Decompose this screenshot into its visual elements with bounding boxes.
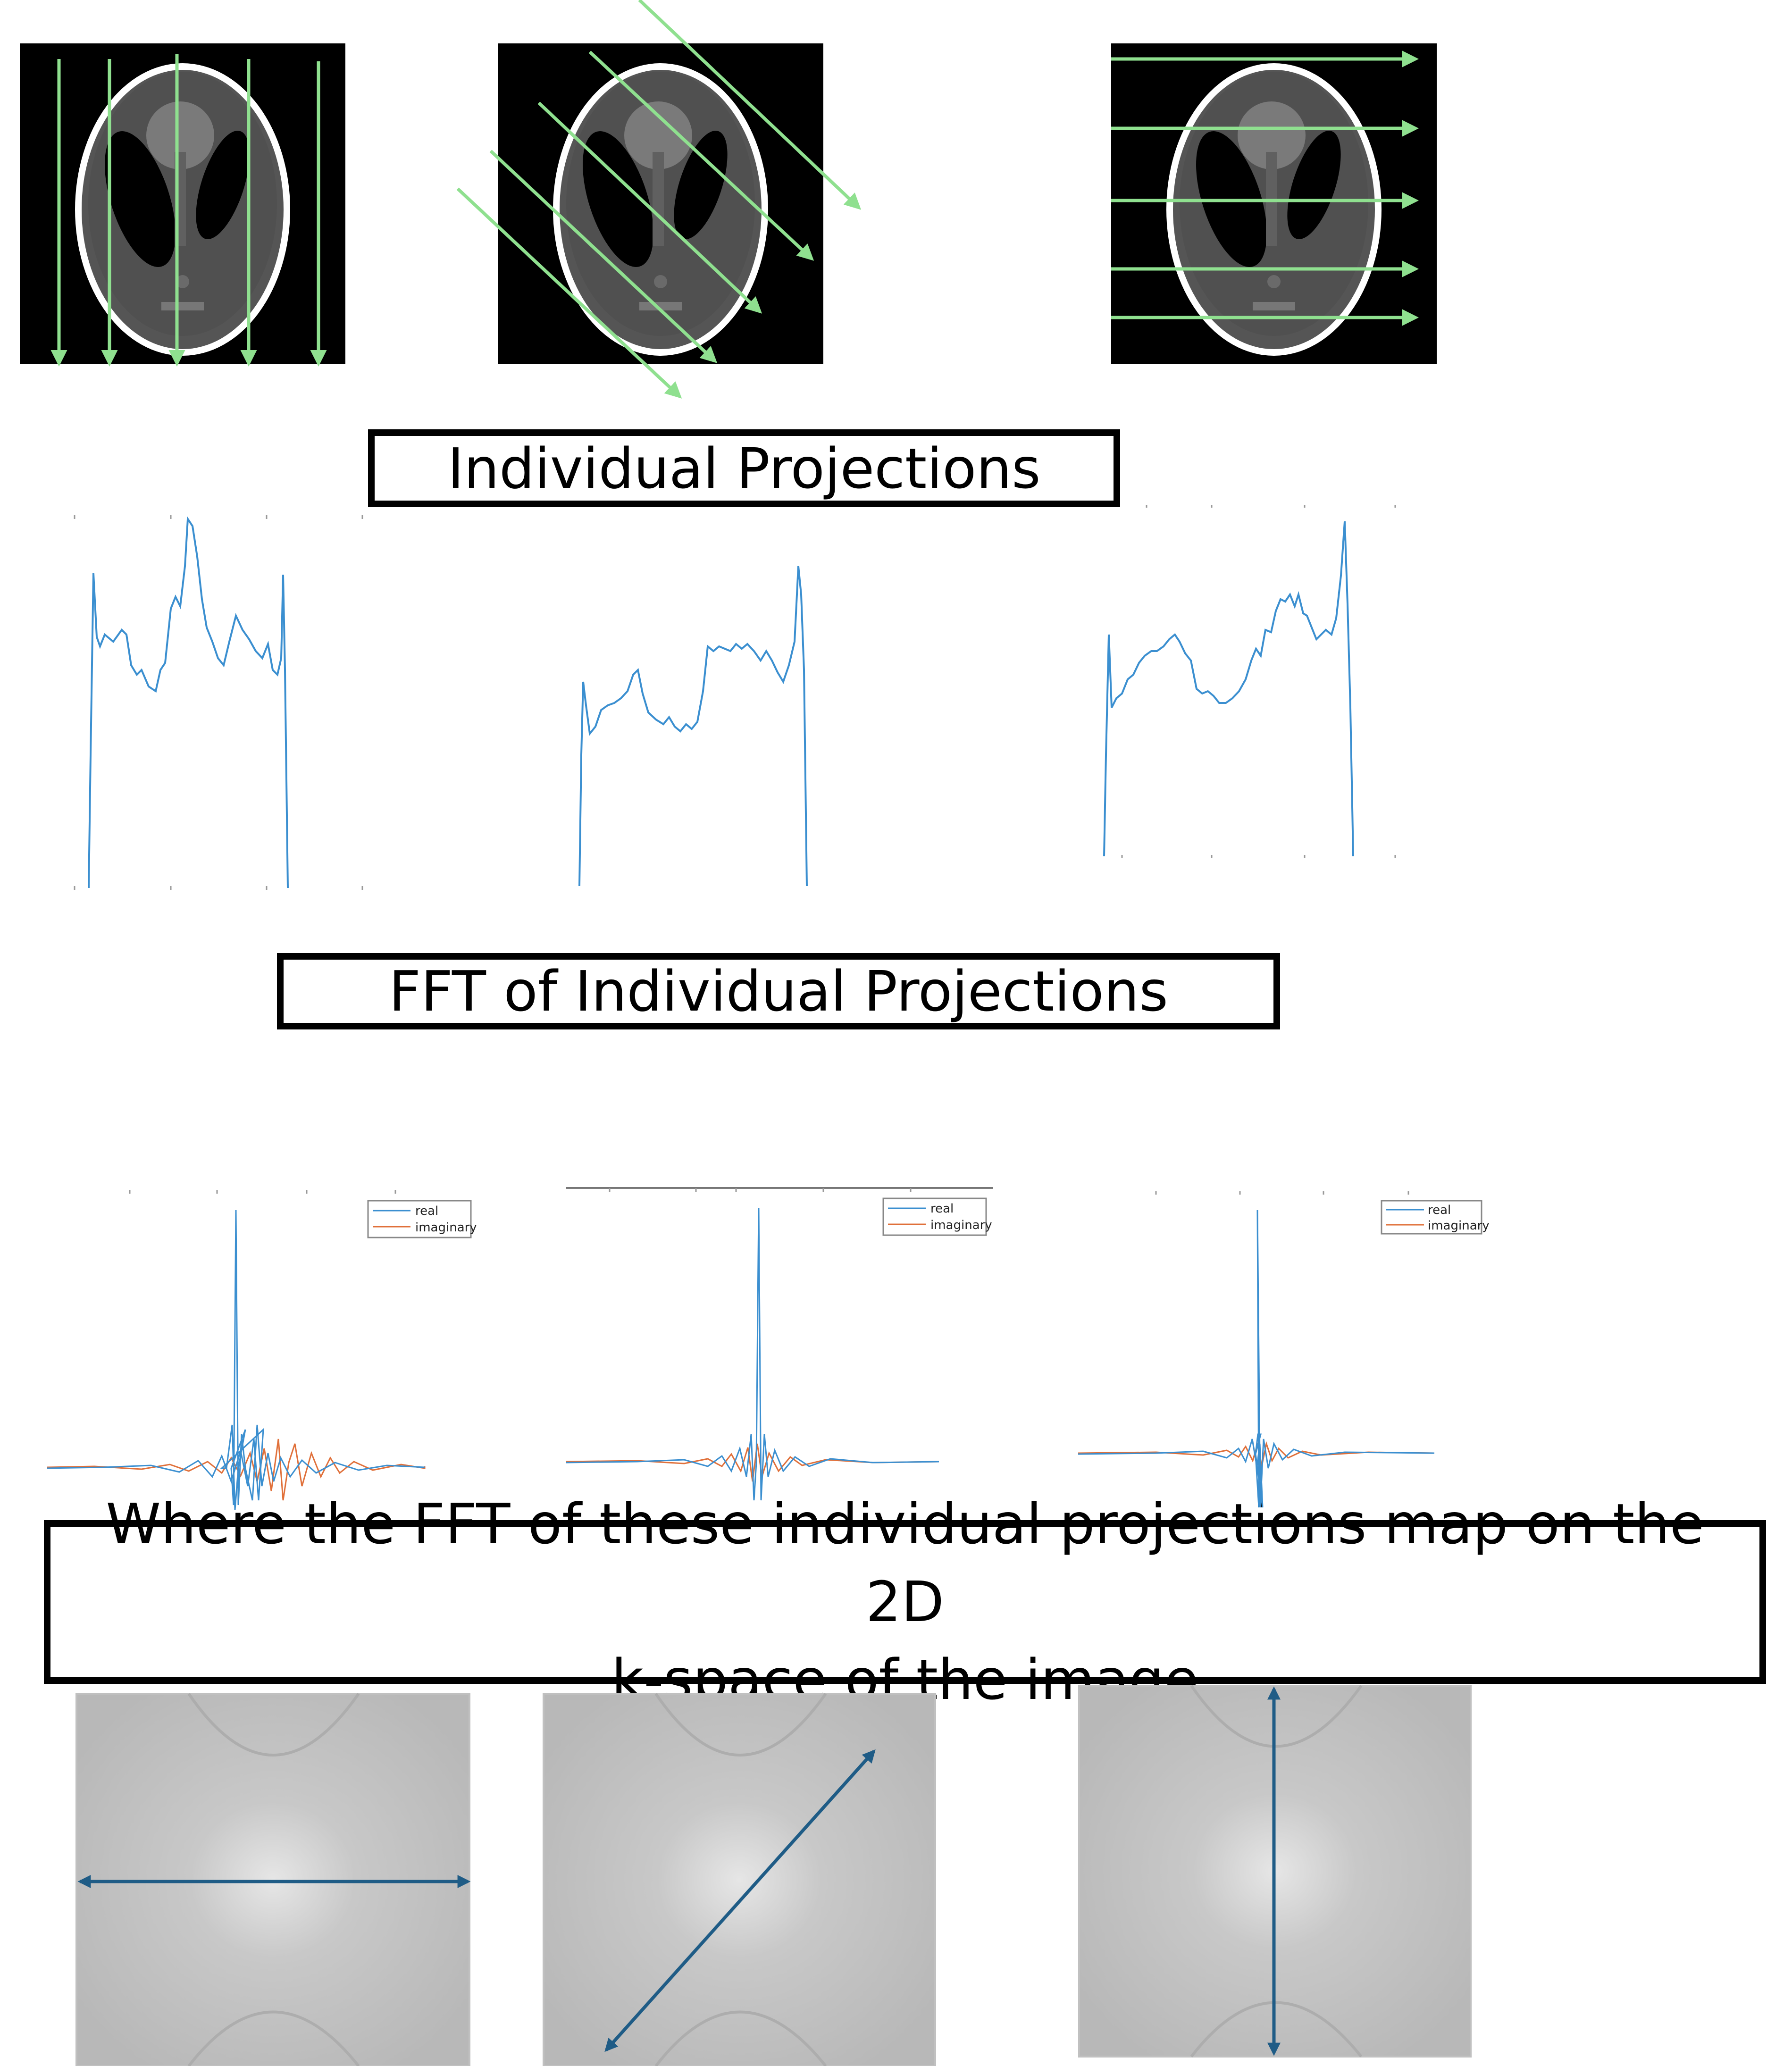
legend: real imaginary	[367, 1200, 477, 1238]
projection-line	[1103, 521, 1354, 857]
kspace-mapping-label: Where the FFT of these individual projec…	[44, 1491, 1766, 1712]
projection-line	[88, 516, 289, 888]
real-line	[47, 1210, 425, 1510]
individual-projections-text: Individual Projections	[447, 435, 1041, 501]
legend-real: real	[1428, 1203, 1451, 1217]
ray-arrow	[638, 0, 862, 210]
individual-projections-label: Individual Projections	[368, 429, 1120, 507]
projection-plot-3	[1103, 505, 1396, 858]
legend-imaginary: imaginary	[1428, 1219, 1490, 1233]
kspace-panel-diagonal	[543, 1693, 936, 2066]
ray-arrow	[456, 187, 682, 399]
fft-projections-label: FFT of Individual Projections	[277, 953, 1280, 1029]
real-line	[1078, 1210, 1435, 1508]
legend-real: real	[930, 1202, 954, 1216]
phantom-horizontal	[1111, 43, 1437, 364]
projection-plot-1	[74, 515, 363, 890]
legend: real imaginary	[1381, 1200, 1490, 1235]
legend-real: real	[415, 1204, 438, 1218]
fft-projections-text: FFT of Individual Projections	[389, 959, 1168, 1024]
kspace-diagonal-arrow	[604, 1749, 876, 2052]
kspace-mapping-text: Where the FFT of these individual projec…	[106, 1491, 1704, 1713]
fft-plot-3: real imaginary	[1078, 1191, 1490, 1508]
phantom-vertical	[20, 43, 345, 367]
projection-line	[578, 566, 808, 887]
phantom-diagonal	[456, 0, 862, 399]
legend-imaginary: imaginary	[415, 1221, 477, 1235]
legend: real imaginary	[882, 1197, 992, 1236]
ray-arrow	[489, 150, 718, 363]
ray-arrow	[537, 101, 762, 314]
legend-imaginary: imaginary	[930, 1218, 992, 1232]
imaginary-line	[47, 1439, 426, 1501]
kspace-panel-horizontal	[75, 1693, 471, 2066]
fft-plot-1: real imaginary	[47, 1190, 477, 1510]
kspace-panel-vertical	[1078, 1685, 1472, 2058]
real-line	[566, 1207, 939, 1501]
fft-plot-2: real imaginary	[566, 1187, 993, 1501]
ray-arrow	[588, 50, 814, 261]
projection-plot-2	[578, 566, 808, 887]
